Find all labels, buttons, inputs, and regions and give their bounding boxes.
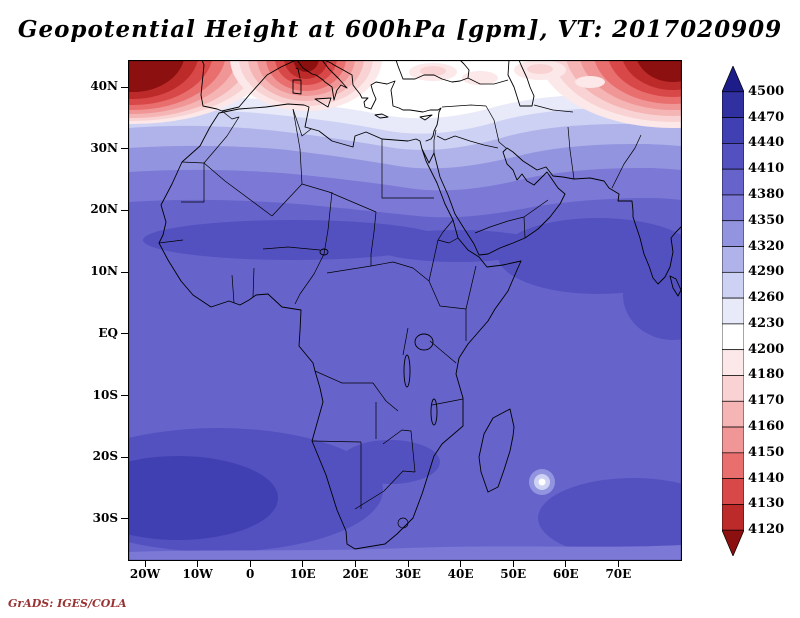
map-frame bbox=[127, 59, 683, 562]
colorbar-tick-label: 4180 bbox=[748, 367, 785, 383]
x-axis-tick-label: 10E bbox=[289, 567, 316, 581]
lake-victoria bbox=[414, 333, 434, 351]
y-axis-tick-label: 10S bbox=[92, 387, 118, 402]
colorbar-tick-label: 4440 bbox=[748, 135, 785, 151]
y-axis-tick bbox=[121, 395, 128, 396]
contour-field bbox=[0, 0, 800, 561]
x-axis-tick bbox=[407, 561, 409, 567]
map-canvas bbox=[0, 0, 800, 562]
y-axis-tick-label: 20N bbox=[90, 202, 118, 217]
coastlines bbox=[158, 59, 683, 550]
colorbar-tick-label: 4470 bbox=[748, 109, 785, 125]
cyprus-coastline bbox=[419, 114, 433, 121]
y-axis-tick bbox=[121, 86, 128, 88]
colorbar-tick-label: 4260 bbox=[748, 290, 785, 306]
colorbar-tick-label: 4290 bbox=[748, 264, 785, 280]
y-axis-tick bbox=[121, 209, 128, 211]
colorbar-tick-label: 4500 bbox=[748, 83, 785, 99]
x-axis-tick bbox=[197, 561, 199, 567]
y-axis-tick bbox=[121, 271, 128, 273]
map bbox=[0, 0, 800, 562]
x-axis-tick bbox=[460, 561, 462, 567]
y-axis-tick-label: 30N bbox=[90, 140, 118, 155]
y-axis-tick-label: 20S bbox=[92, 449, 118, 464]
colorbar bbox=[721, 65, 745, 557]
madagascar-coastline bbox=[478, 408, 515, 493]
y-axis-tick-label: EQ bbox=[98, 325, 118, 340]
sicily-coastline bbox=[314, 97, 332, 108]
x-axis-tick bbox=[512, 561, 514, 567]
colorbar-tick-label: 4120 bbox=[748, 522, 785, 538]
y-axis-tick-label: 30S bbox=[92, 510, 118, 525]
x-axis-tick bbox=[144, 561, 146, 567]
crete-coastline bbox=[374, 113, 389, 119]
colorbar-tick-label: 4230 bbox=[748, 315, 785, 331]
lake-chad bbox=[319, 248, 329, 256]
y-axis-tick bbox=[121, 518, 128, 520]
x-axis-tick bbox=[617, 561, 619, 567]
cyclone-marker bbox=[529, 469, 555, 495]
colorbar-tick-label: 4130 bbox=[748, 496, 785, 512]
y-axis-tick bbox=[121, 148, 128, 150]
x-axis-tick-label: 30E bbox=[395, 567, 421, 581]
y-axis-tick-label: 40N bbox=[90, 79, 118, 93]
italy-coastline bbox=[296, 59, 348, 101]
colorbar-tick-label: 4150 bbox=[748, 444, 785, 460]
black-sea-coastline bbox=[395, 59, 470, 83]
corsica-coastline bbox=[295, 67, 301, 79]
colorbar-tick-label: 4160 bbox=[748, 419, 785, 435]
x-axis-tick bbox=[249, 561, 251, 567]
colorbar-tick-label: 4320 bbox=[748, 238, 785, 254]
x-axis-tick-label: 40E bbox=[447, 567, 474, 581]
x-axis-tick-label: 60E bbox=[552, 567, 579, 581]
y-axis-tick-label: 10N bbox=[90, 264, 118, 279]
arabia-iran-india-coastline bbox=[421, 147, 683, 285]
colorbar-tick-label: 4200 bbox=[748, 341, 785, 357]
x-axis-tick-label: 0 bbox=[246, 567, 255, 581]
x-axis-tick-label: 70E bbox=[605, 567, 632, 581]
caspian-sea-coastline bbox=[507, 59, 535, 107]
sri-lanka-coastline bbox=[669, 275, 682, 297]
y-axis-tick bbox=[121, 333, 128, 335]
x-axis-tick-label: 20W bbox=[129, 567, 161, 581]
x-axis-tick-label: 50E bbox=[500, 567, 527, 581]
africa-coastline bbox=[158, 103, 522, 550]
x-axis-tick bbox=[354, 561, 356, 567]
balkans-turkey-levant-coastline bbox=[323, 59, 442, 142]
x-axis-tick-label: 20E bbox=[342, 567, 369, 581]
chart-title: Geopotential Height at 600hPa [gpm], VT:… bbox=[17, 16, 783, 43]
sardinia-coastline bbox=[292, 79, 302, 95]
colorbar-tick-label: 4140 bbox=[748, 470, 785, 486]
colorbar-tick-label: 4410 bbox=[748, 161, 785, 177]
credit-stamp: GrADS: IGES/COLA bbox=[8, 597, 127, 610]
lake-malawi bbox=[430, 398, 438, 426]
colorbar-tick-label: 4380 bbox=[748, 186, 785, 202]
x-axis-tick bbox=[302, 561, 304, 567]
warm-patches-north bbox=[409, 60, 605, 88]
x-axis-tick-label: 10W bbox=[182, 567, 213, 581]
lake-tanganyika bbox=[403, 354, 411, 388]
colorbar-tick-label: 4170 bbox=[748, 393, 785, 409]
colorbar-scale bbox=[721, 65, 745, 557]
y-axis-tick bbox=[121, 456, 128, 458]
country-borders bbox=[158, 77, 642, 529]
colorbar-tick-label: 4350 bbox=[748, 212, 785, 228]
x-axis-tick bbox=[565, 561, 567, 567]
